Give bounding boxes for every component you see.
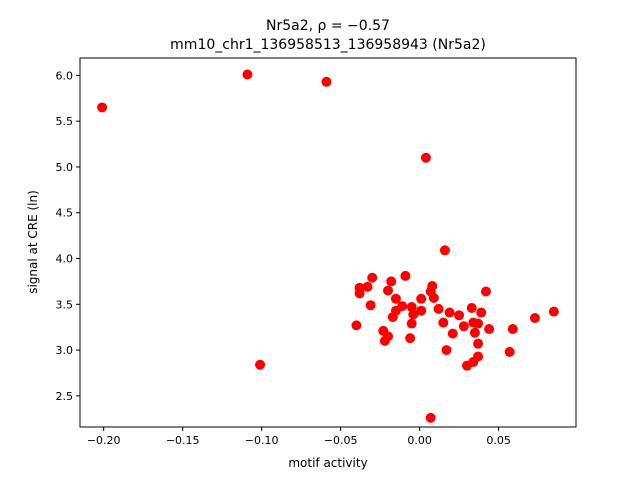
data-point [379,335,390,346]
data-point [469,327,480,338]
data-point [383,285,394,296]
data-point [390,293,401,304]
data-point [416,293,427,304]
y-tick-label: 4.5 [56,207,74,220]
data-point [354,288,365,299]
x-tick-label: −0.15 [166,434,200,447]
x-tick-label: −0.05 [324,434,358,447]
data-point [420,152,431,163]
data-point [438,317,449,328]
y-tick-label: 6.0 [56,69,74,82]
data-point [255,359,266,370]
y-tick-label: 2.5 [56,390,74,403]
data-point [416,305,427,316]
y-tick-label: 5.0 [56,161,74,174]
data-point [441,345,452,356]
data-point [408,309,419,320]
y-tick-label: 3.0 [56,344,74,357]
data-point [242,69,253,80]
data-point [548,306,559,317]
data-point [400,270,411,281]
data-point [425,412,436,423]
data-point [466,302,477,313]
data-point [433,303,444,314]
plot-area [79,57,577,428]
data-point [458,321,469,332]
data-point [504,346,515,357]
data-point [507,324,518,335]
y-tick-label: 3.5 [56,298,74,311]
x-tick-label: −0.20 [87,434,121,447]
data-point [480,286,491,297]
data-point [351,320,362,331]
data-point [529,313,540,324]
data-point [97,102,108,113]
data-point [447,328,458,339]
y-axis-label: signal at CRE (ln) [26,190,40,294]
data-point [321,76,332,87]
data-point [428,292,439,303]
data-point [387,312,398,323]
data-point [386,276,397,287]
data-point [406,318,417,329]
x-tick-label: 0.00 [407,434,432,447]
data-point [444,307,455,318]
data-point [484,324,495,335]
x-tick-label: −0.10 [245,434,279,447]
data-point [439,245,450,256]
y-tick-label: 4.0 [56,253,74,266]
x-axis-label: motif activity [288,456,367,470]
data-point [405,333,416,344]
chart-title: Nr5a2, ρ = −0.57 [266,18,390,34]
data-point [362,281,373,292]
y-tick-label: 5.5 [56,115,74,128]
x-tick-label: 0.05 [486,434,511,447]
data-point [454,310,465,321]
chart-subtitle: mm10_chr1_136958513_136958943 (Nr5a2) [170,37,486,53]
data-point [365,300,376,311]
data-point [462,360,473,371]
data-point [476,307,487,318]
data-point [473,338,484,349]
data-point [367,272,378,283]
data-point [397,301,408,312]
data-point [473,318,484,329]
